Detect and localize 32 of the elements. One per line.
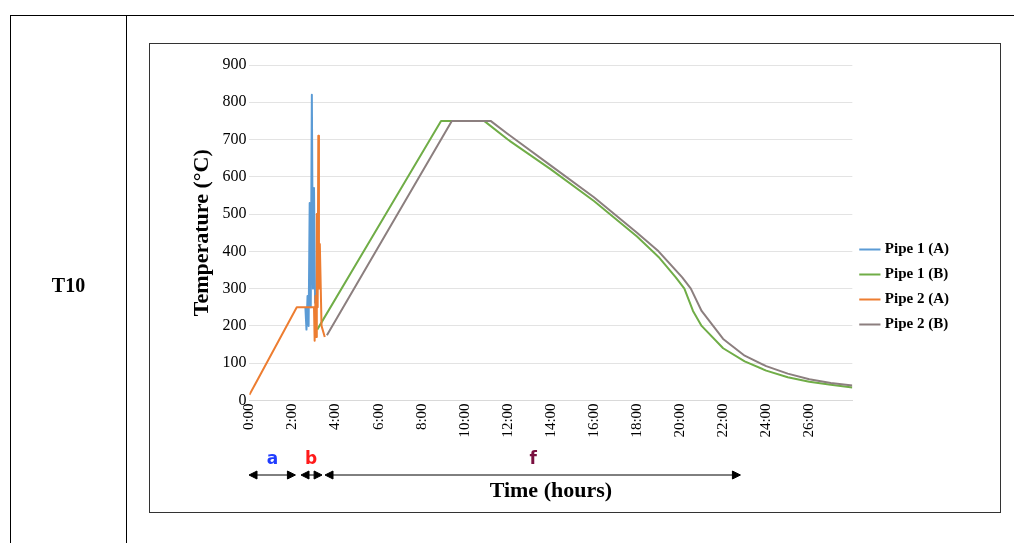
y-tick-label: 300 [222,278,247,296]
y-axis-title: Temperature (°C) [187,149,213,317]
legend-label: Pipe 1 (A) [884,240,949,258]
text: b [304,448,319,468]
x-tick-label: 24:00 [757,403,774,438]
y-tick-label: 100 [222,353,247,371]
x-tick-label: 22:00 [714,403,731,438]
x-tick-label: 10:00 [455,403,472,438]
x-tick-label: 18:00 [627,403,644,438]
y-tick-label: 700 [222,129,247,147]
y-tick-label: 200 [222,316,247,334]
x-tick-label: 20:00 [671,403,688,438]
y-tick-label: 600 [222,167,247,185]
x-tick-label: 2:00 [283,403,300,431]
text: T10 [50,274,87,297]
x-axis-title: Time (hours) [489,477,613,503]
x-tick-label: 12:00 [498,403,515,438]
x-tick-label: 14:00 [541,403,558,438]
y-tick-label: 400 [222,241,247,259]
x-tick-label: 4:00 [326,403,343,431]
text: a [265,448,280,468]
x-tick-label: 8:00 [412,403,429,431]
x-tick-label: 26:00 [800,403,817,438]
y-tick-label: 500 [222,204,247,222]
y-tick-label: 800 [222,92,247,110]
legend-label: Pipe 2 (A) [884,290,949,308]
y-tick-label: 900 [222,55,247,73]
legend-label: Pipe 1 (B) [884,265,949,283]
text: f [528,448,538,468]
x-tick-label: 16:00 [584,403,601,438]
legend-label: Pipe 2 (B) [884,315,949,333]
x-tick-label: 6:00 [369,403,386,431]
